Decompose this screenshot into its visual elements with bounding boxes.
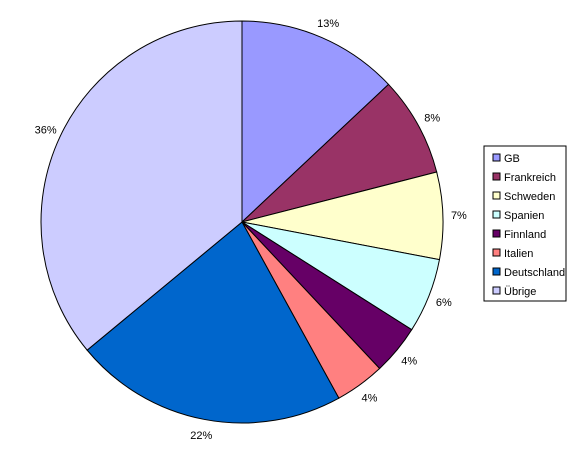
data-label-0: 13% <box>317 18 339 30</box>
legend-label-5: Italien <box>504 248 533 260</box>
legend-label-3: Spanien <box>504 210 544 222</box>
data-label-5: 4% <box>362 393 378 405</box>
legend-swatch-3 <box>492 210 501 219</box>
data-label-4: 4% <box>401 355 417 367</box>
legend-swatch-2 <box>492 191 501 200</box>
legend-item-2: Schweden <box>492 191 555 203</box>
legend-label-0: GB <box>504 153 520 165</box>
legend-item-5: Italien <box>492 248 533 260</box>
legend-label-2: Schweden <box>504 191 555 203</box>
legend-swatch-6 <box>492 267 501 276</box>
legend-item-1: Frankreich <box>492 172 556 184</box>
data-label-7: 36% <box>35 125 57 137</box>
data-label-1: 8% <box>424 113 440 125</box>
legend-swatch-1 <box>492 172 501 181</box>
legend-item-7: Übrige <box>492 286 536 298</box>
legend-label-6: Deutschland <box>504 267 565 279</box>
legend-label-1: Frankreich <box>504 172 556 184</box>
legend-swatch-0 <box>492 153 501 162</box>
legend-item-4: Finnland <box>492 229 546 241</box>
legend-swatch-4 <box>492 229 501 238</box>
data-label-6: 22% <box>190 430 212 442</box>
pie-slice-6 <box>86 221 340 424</box>
data-label-3: 6% <box>436 297 452 309</box>
legend-label-4: Finnland <box>504 229 546 241</box>
data-label-2: 7% <box>451 210 467 222</box>
pie-slice-7 <box>40 20 243 351</box>
legend-item-0: GB <box>492 153 520 165</box>
legend-swatch-7 <box>492 286 501 295</box>
pie-data-labels: 13% 8% 7% 6% 4% 4% 22% 36% <box>35 18 467 442</box>
legend-item-6: Deutschland <box>492 267 565 279</box>
legend: GB Frankreich Schweden Spanien Finnland Itali… <box>483 145 567 302</box>
legend-swatch-5 <box>492 248 501 257</box>
pie-slice-0 <box>241 20 390 224</box>
legend-label-7: Übrige <box>504 286 536 298</box>
pie-slices <box>40 20 444 424</box>
legend-item-3: Spanien <box>492 210 544 222</box>
pie-slice-1 <box>241 83 438 223</box>
